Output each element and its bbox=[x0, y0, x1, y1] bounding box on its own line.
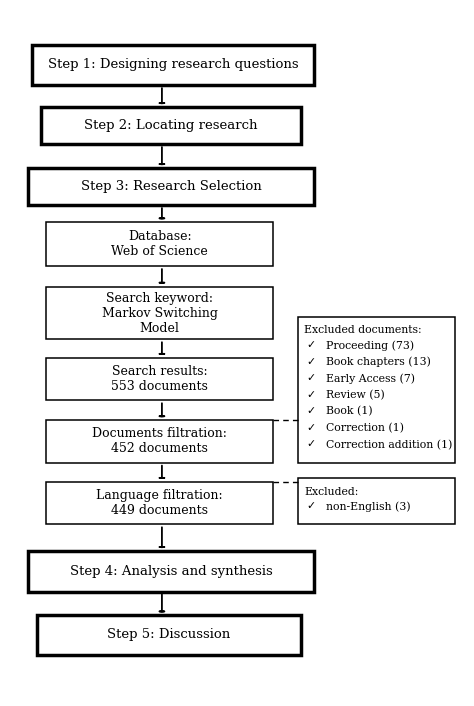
Text: Search keyword:
Markov Switching
Model: Search keyword: Markov Switching Model bbox=[101, 292, 218, 335]
Text: Proceeding (73): Proceeding (73) bbox=[326, 340, 414, 351]
Text: Book (1): Book (1) bbox=[326, 407, 373, 417]
Text: Early Access (7): Early Access (7) bbox=[326, 373, 415, 384]
Text: Correction addition (1): Correction addition (1) bbox=[326, 439, 452, 450]
Text: Excluded documents:: Excluded documents: bbox=[304, 325, 421, 335]
Text: ✓: ✓ bbox=[306, 407, 315, 417]
FancyBboxPatch shape bbox=[46, 420, 273, 463]
Text: ✓: ✓ bbox=[306, 423, 315, 433]
FancyBboxPatch shape bbox=[46, 358, 273, 400]
Text: Documents filtration:
452 documents: Documents filtration: 452 documents bbox=[92, 427, 227, 455]
FancyBboxPatch shape bbox=[46, 222, 273, 266]
FancyBboxPatch shape bbox=[27, 551, 314, 592]
Text: ✓: ✓ bbox=[306, 357, 315, 366]
Text: Step 1: Designing research questions: Step 1: Designing research questions bbox=[48, 59, 299, 71]
Text: ✓: ✓ bbox=[306, 439, 315, 450]
Text: ✓: ✓ bbox=[306, 340, 315, 350]
Text: Step 2: Locating research: Step 2: Locating research bbox=[84, 119, 258, 132]
FancyBboxPatch shape bbox=[299, 479, 456, 525]
Text: Language filtration:
449 documents: Language filtration: 449 documents bbox=[96, 489, 223, 517]
Text: Excluded:: Excluded: bbox=[304, 486, 358, 496]
Text: Correction (1): Correction (1) bbox=[326, 423, 404, 433]
FancyBboxPatch shape bbox=[27, 168, 314, 205]
Text: Book chapters (13): Book chapters (13) bbox=[326, 357, 430, 367]
Text: ✓: ✓ bbox=[306, 501, 315, 511]
FancyBboxPatch shape bbox=[41, 107, 301, 144]
FancyBboxPatch shape bbox=[46, 481, 273, 525]
FancyBboxPatch shape bbox=[299, 317, 456, 463]
Text: Database:
Web of Science: Database: Web of Science bbox=[111, 230, 208, 258]
Text: Review (5): Review (5) bbox=[326, 390, 384, 400]
FancyBboxPatch shape bbox=[37, 616, 301, 654]
FancyBboxPatch shape bbox=[32, 44, 314, 85]
Text: Step 4: Analysis and synthesis: Step 4: Analysis and synthesis bbox=[70, 565, 273, 578]
Text: Step 3: Research Selection: Step 3: Research Selection bbox=[81, 180, 261, 193]
Text: non-English (3): non-English (3) bbox=[326, 501, 410, 512]
Text: Search results:
553 documents: Search results: 553 documents bbox=[111, 365, 208, 393]
Text: ✓: ✓ bbox=[306, 390, 315, 400]
Text: ✓: ✓ bbox=[306, 373, 315, 383]
FancyBboxPatch shape bbox=[46, 287, 273, 340]
Text: Step 5: Discussion: Step 5: Discussion bbox=[107, 628, 230, 642]
